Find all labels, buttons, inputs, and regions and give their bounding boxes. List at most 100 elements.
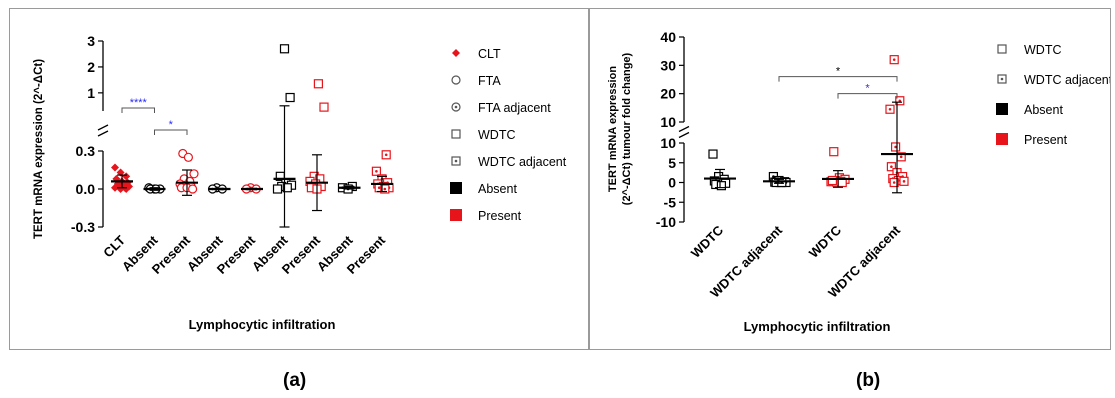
data-point <box>885 104 895 114</box>
diamond-marker <box>122 172 131 181</box>
data-point <box>313 79 323 89</box>
circle-marker <box>188 184 198 194</box>
data-group-2 <box>175 148 199 196</box>
circle-marker <box>451 75 461 85</box>
square-marker <box>708 149 718 159</box>
y-tick-label: 0.0 <box>76 181 96 197</box>
marker-dot <box>772 175 775 178</box>
legend-label: Present <box>1024 133 1068 147</box>
data-point <box>889 177 899 188</box>
legend-marker <box>997 74 1007 84</box>
data-point <box>111 163 119 172</box>
marker-dot <box>454 105 458 109</box>
data-point <box>188 184 198 194</box>
significance-bracket <box>837 93 898 99</box>
data-point <box>272 184 283 194</box>
diamond-marker <box>111 183 119 192</box>
axis-break-mark <box>678 125 690 133</box>
data-point <box>111 183 119 192</box>
significance-label: * <box>865 83 870 95</box>
y-axis-title: TERT mRNA expression (2^-ΔCt) <box>33 59 45 239</box>
marker-dot <box>898 99 902 103</box>
circle-marker <box>189 169 199 179</box>
data-group-7 <box>337 181 361 194</box>
square-marker <box>272 184 283 194</box>
diamond-marker <box>111 163 119 172</box>
marker-dot <box>383 187 387 191</box>
x-axis-title: Lymphocytic infiltration <box>189 317 336 332</box>
square-marker <box>827 175 837 186</box>
data-group-0 <box>704 149 736 191</box>
data-point <box>899 176 909 186</box>
data-point <box>285 92 295 103</box>
panel-label-a: (a) <box>283 370 307 391</box>
square-marker <box>451 129 461 139</box>
data-point <box>319 102 329 112</box>
data-group-5 <box>272 44 297 228</box>
data-group-3 <box>881 55 913 194</box>
marker-dot <box>888 107 892 111</box>
panel-label-b: (b) <box>856 370 881 391</box>
square-marker <box>285 92 295 103</box>
data-group-0 <box>111 163 133 193</box>
data-point <box>381 150 391 160</box>
marker-dot <box>384 153 388 157</box>
data-point <box>279 44 290 54</box>
significance-bracket <box>154 129 188 135</box>
data-point <box>183 152 193 162</box>
y-tick-label: 20 <box>660 86 676 102</box>
chart-panel-a: -0.3 0.0 0.3 1 2 3 CLT Absent Present Absent Prese… <box>9 8 589 350</box>
diamond-marker <box>122 185 131 193</box>
chart-b-svg: -10 -5 0 5 10 10 20 30 40 WDTC WDTC adjacent WDTC WD… <box>607 29 1113 334</box>
x-category-label: WDTC <box>806 222 845 261</box>
y-tick-label: 2 <box>87 59 95 75</box>
data-point <box>895 96 905 106</box>
legend-marker <box>451 129 461 139</box>
legend-marker <box>451 156 461 166</box>
square-marker <box>997 44 1007 54</box>
legend-color-swatch <box>450 209 462 221</box>
data-group-4 <box>241 183 263 194</box>
significance-label: * <box>169 119 174 131</box>
data-point <box>716 181 727 191</box>
data-group-2 <box>822 147 854 188</box>
legend-label: CLT <box>478 47 501 61</box>
legend-label: WDTC <box>478 128 516 142</box>
legend-color-swatch <box>450 182 462 194</box>
legend-label: WDTC adjacent <box>1024 73 1110 87</box>
x-category-label: WDTC <box>688 222 727 261</box>
marker-dot <box>1000 77 1004 81</box>
legend-label: Absent <box>1024 103 1063 117</box>
data-point <box>122 172 131 181</box>
square-marker <box>829 147 839 157</box>
x-category-label: CLT <box>100 232 128 260</box>
y-tick-label: 0.3 <box>76 143 96 159</box>
marker-dot <box>892 181 896 184</box>
significance-label: **** <box>130 97 148 109</box>
square-marker <box>279 44 290 54</box>
legend-label: WDTC <box>1024 43 1062 57</box>
data-point <box>886 162 896 172</box>
y-axis-title: TERT mRNA expression <box>607 66 619 192</box>
y-tick-label: 3 <box>87 33 95 49</box>
circle-marker <box>183 152 193 162</box>
legend-color-swatch <box>996 103 1008 115</box>
significance-bracket <box>121 107 155 113</box>
axis-break-mark <box>97 124 109 131</box>
legend-label: Present <box>478 209 522 223</box>
marker-dot <box>902 180 906 183</box>
data-point <box>829 147 839 157</box>
y-tick-label: 0 <box>668 175 676 191</box>
data-point <box>708 149 718 159</box>
y-tick-label: 10 <box>660 114 676 130</box>
legend-label: WDTC adjacent <box>478 155 567 169</box>
marker-dot <box>899 155 903 159</box>
data-group-1 <box>143 183 166 194</box>
marker-dot <box>894 145 897 149</box>
chart-a-svg: -0.30.00.3123CLTAbsentPresentAbsentPrese… <box>33 33 567 332</box>
y-axis-title-line2: (2^-ΔCt) tumour fold change) <box>621 52 633 205</box>
data-point <box>891 142 901 152</box>
data-point <box>122 185 131 193</box>
marker-dot <box>377 186 381 190</box>
legend-label: Absent <box>478 182 517 196</box>
